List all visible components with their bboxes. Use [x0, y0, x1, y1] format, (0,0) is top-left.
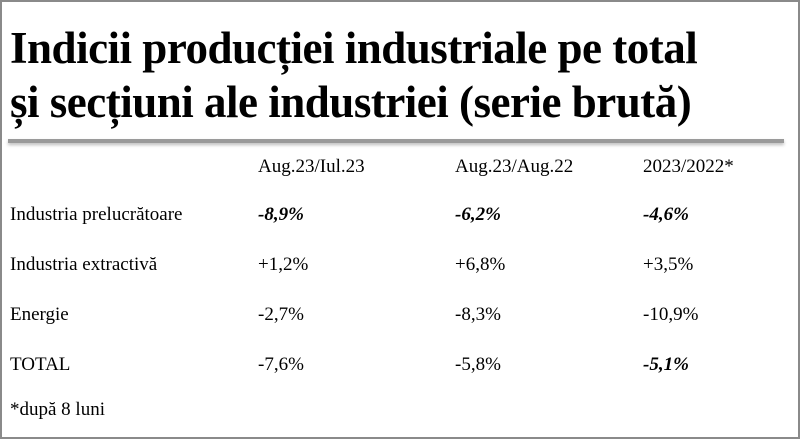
table-cell: -5,8%: [455, 354, 501, 375]
row-label: Industria extractivă: [10, 254, 158, 275]
table-cell: -6,2%: [455, 204, 501, 225]
title-line: și secțiuni ale industriei (serie brută): [10, 77, 692, 127]
row-label: TOTAL: [10, 354, 71, 375]
table-cell: -7,6%: [258, 354, 304, 375]
title-rule: [8, 139, 784, 143]
table-cell: +3,5%: [643, 254, 694, 275]
column-header: Aug.23/Aug.22: [455, 156, 574, 177]
table-cell: +1,2%: [258, 254, 309, 275]
column-header: 2023/2022*: [643, 156, 734, 177]
footnote: *după 8 luni: [10, 399, 105, 420]
table-cell: -5,1%: [643, 354, 689, 375]
title-line: Indicii producției industriale pe total: [10, 23, 698, 73]
table-cell: -8,3%: [455, 304, 501, 325]
table-cell: -10,9%: [643, 304, 699, 325]
column-header: Aug.23/Iul.23: [258, 156, 365, 177]
row-label: Energie: [10, 304, 69, 325]
row-label: Industria prelucrătoare: [10, 204, 183, 225]
table-cell: +6,8%: [455, 254, 506, 275]
table-cell: -4,6%: [643, 204, 689, 225]
table-cell: -8,9%: [258, 204, 304, 225]
table-cell: -2,7%: [258, 304, 304, 325]
